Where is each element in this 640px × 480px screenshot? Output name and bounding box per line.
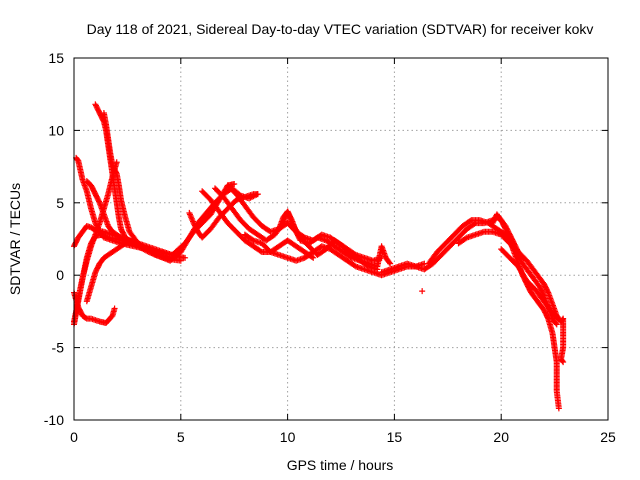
data-point (419, 288, 426, 295)
data-point (559, 358, 566, 365)
data-point (182, 254, 189, 261)
data-point (231, 180, 238, 187)
x-axis-label: GPS time / hours (287, 457, 394, 473)
y-tick-label: 0 (56, 267, 64, 283)
data-point (257, 248, 264, 255)
data-point (560, 359, 567, 366)
chart-title: Day 118 of 2021, Sidereal Day-to-day VTE… (87, 21, 594, 37)
satellite-track-9 (83, 178, 124, 241)
y-axis-label: SDTVAR / TECUs (7, 183, 23, 295)
satellite-track-18 (455, 228, 565, 325)
data-point (544, 288, 551, 295)
data-point (501, 224, 508, 231)
y-tick-label: -10 (44, 412, 64, 428)
data-point (386, 259, 393, 266)
y-tick-label: 5 (56, 195, 64, 211)
data-point (467, 218, 474, 225)
data-point (555, 405, 562, 412)
data-point (117, 234, 124, 241)
data-point (462, 235, 469, 242)
data-point (552, 320, 559, 327)
axis-ticks: 0 5 10 15 20 25 -10 -5 0 5 10 15 (44, 50, 616, 445)
data-point (288, 215, 295, 222)
data-point (113, 159, 120, 166)
satellite-track-15 (276, 208, 394, 270)
x-tick-label: 25 (600, 429, 616, 445)
data-point (177, 257, 184, 264)
y-tick-label: 10 (48, 122, 64, 138)
data-point (254, 191, 261, 198)
satellite-track-20 (498, 246, 567, 366)
data-point (111, 305, 118, 312)
isolated-point (419, 288, 426, 295)
x-tick-label: 20 (493, 429, 509, 445)
satellite-track-6 (71, 289, 118, 326)
x-tick-label: 5 (177, 429, 185, 445)
y-tick-label: -5 (52, 340, 65, 356)
data-point (387, 260, 394, 267)
plot-frame (73, 57, 609, 421)
y-tick-label: 15 (48, 50, 64, 66)
satellite-track-11 (199, 188, 317, 261)
data-point (116, 233, 123, 240)
x-tick-label: 15 (387, 429, 403, 445)
data-point (310, 254, 317, 261)
data-markers (71, 101, 567, 412)
x-tick-label: 0 (70, 429, 78, 445)
grid (74, 58, 608, 420)
data-point (155, 251, 162, 258)
data-point (553, 321, 560, 328)
x-tick-label: 10 (280, 429, 296, 445)
data-point (351, 262, 358, 269)
data-point (249, 236, 256, 243)
data-point (347, 253, 354, 260)
data-point (96, 198, 103, 205)
data-point (544, 314, 551, 321)
